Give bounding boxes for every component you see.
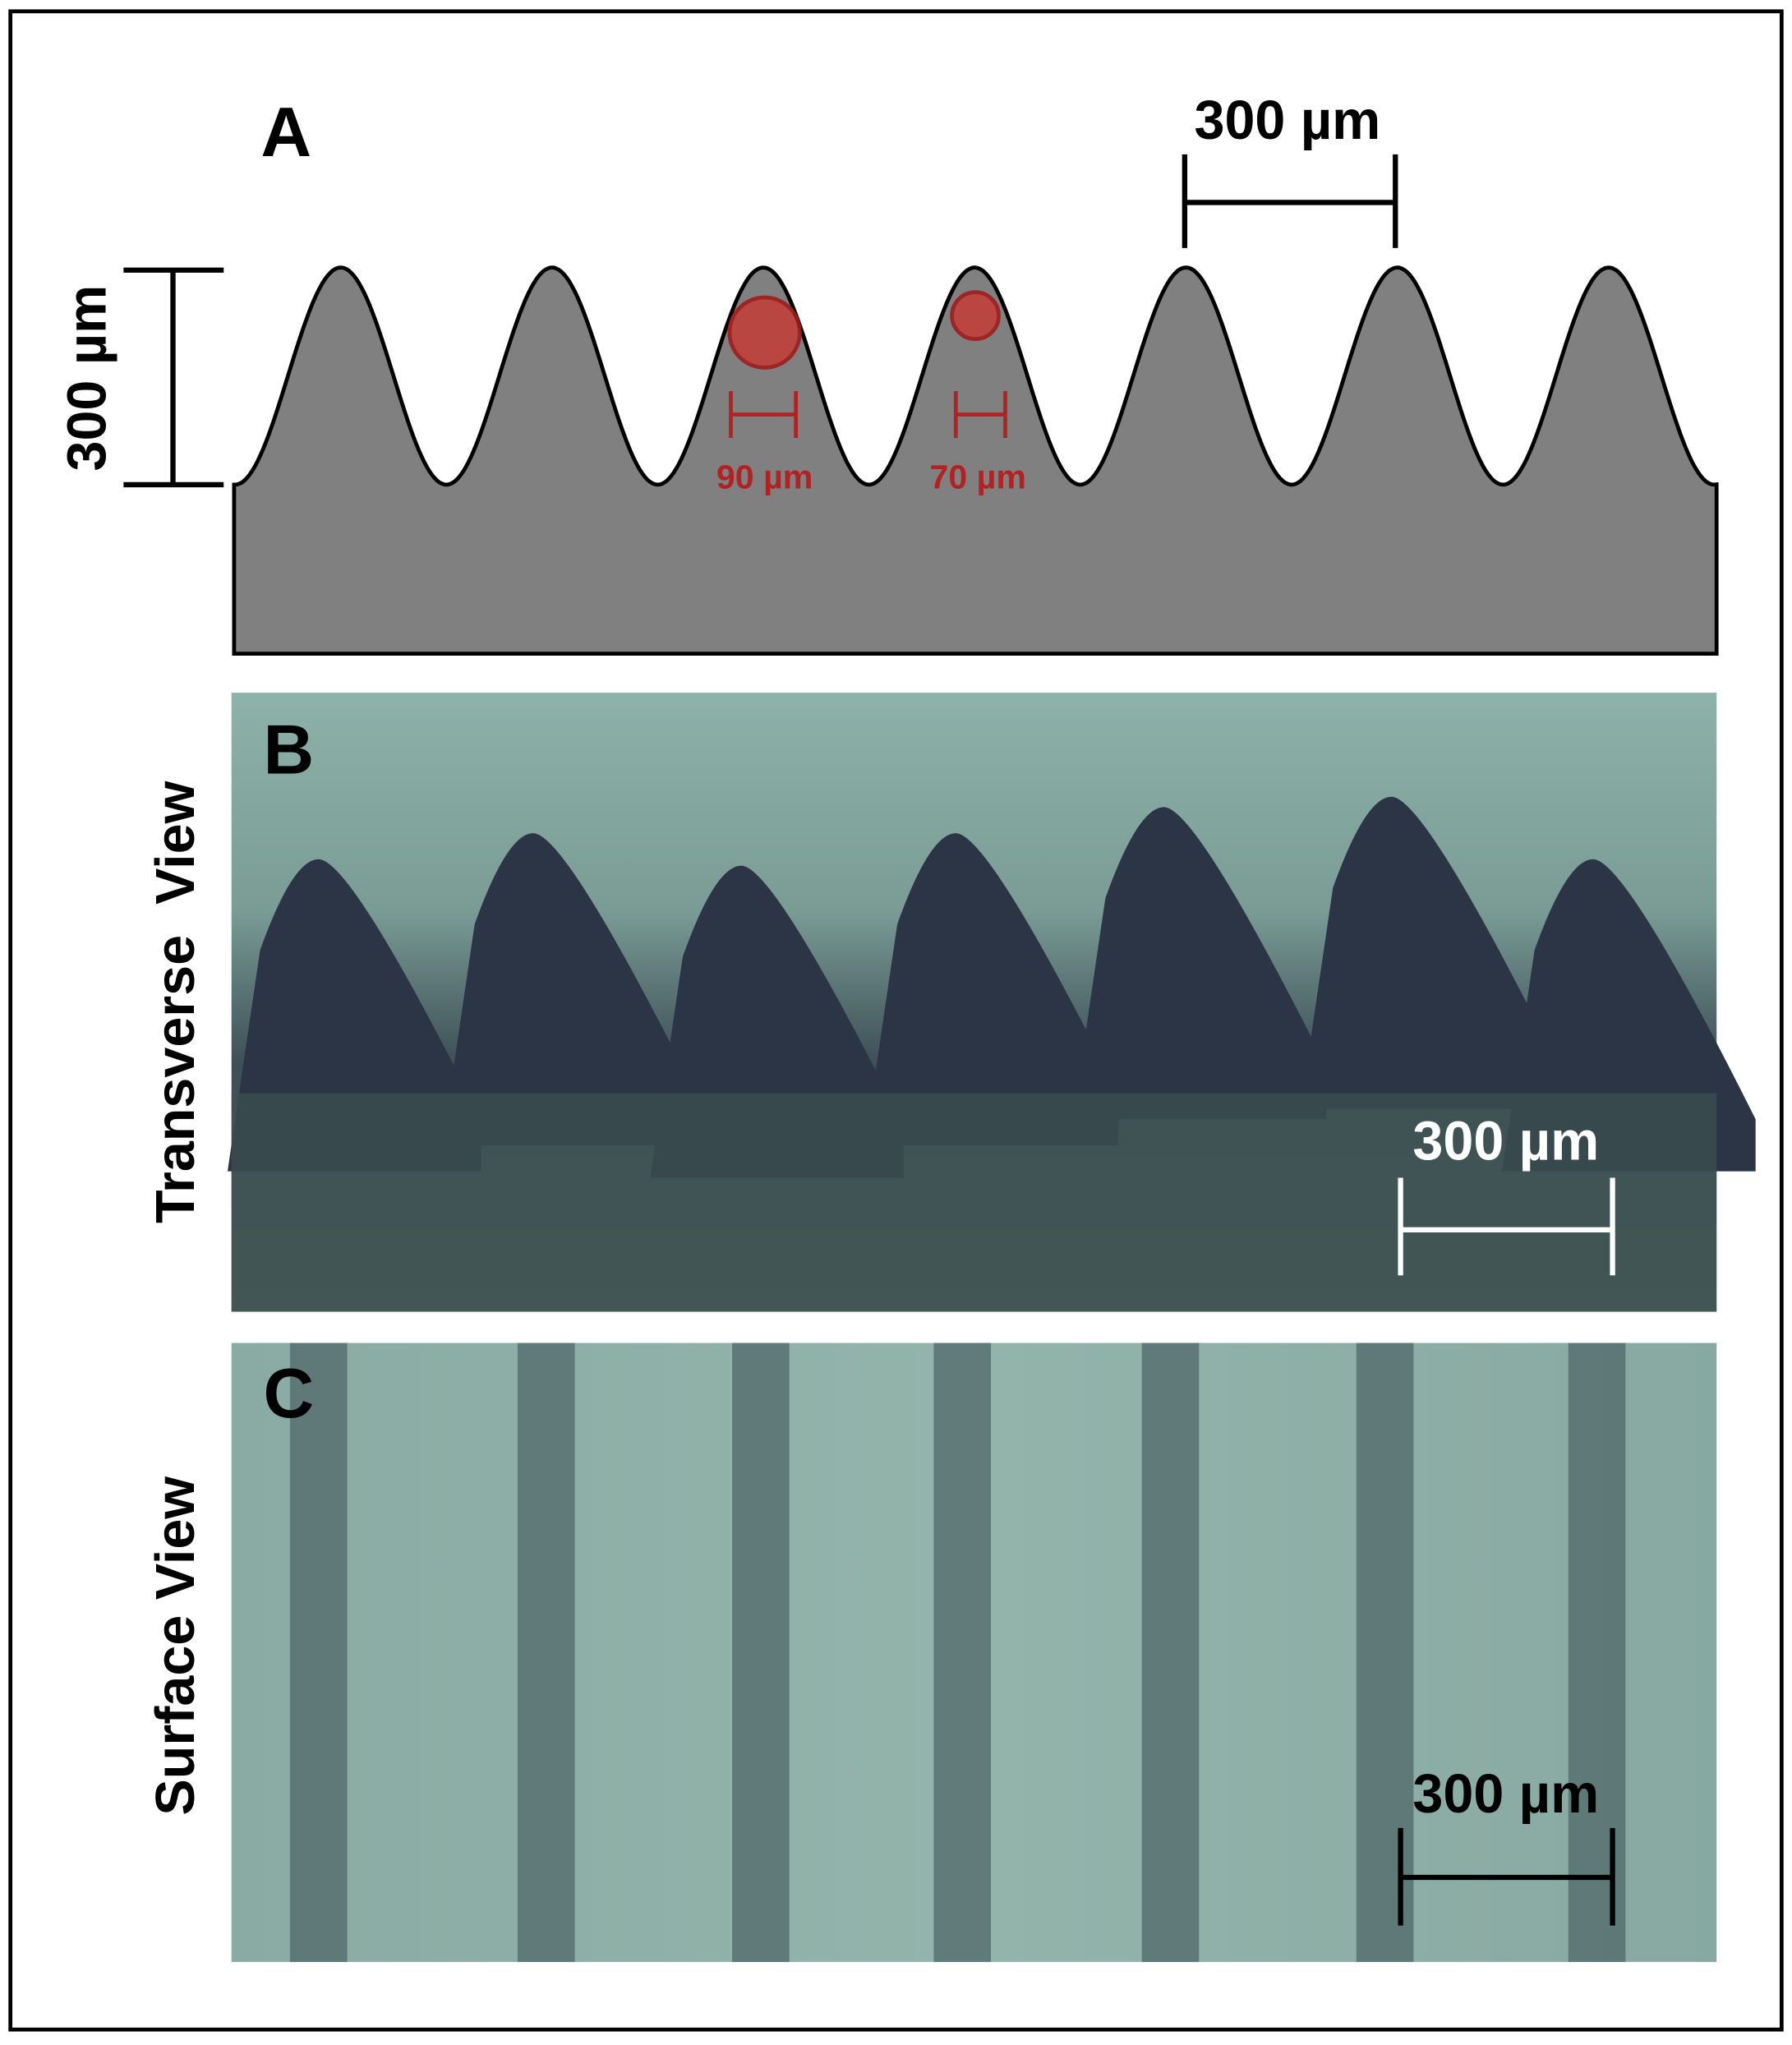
groove — [933, 1343, 992, 1962]
panel-b: 300 µm B Transverse View — [145, 693, 1756, 1312]
panel-label: B — [264, 712, 315, 790]
particle — [727, 295, 802, 370]
marker-label: 90 µm — [716, 458, 813, 495]
profile — [232, 265, 1719, 656]
marker-label: 70 µm — [929, 458, 1025, 495]
groove — [289, 1343, 348, 1962]
groove — [1356, 1343, 1414, 1962]
scale-label: 300 µm — [1412, 1112, 1599, 1172]
groove — [732, 1343, 790, 1962]
scale-bar — [1398, 1177, 1615, 1276]
tooth — [442, 833, 696, 1145]
groove — [1568, 1343, 1626, 1962]
substrate — [231, 1093, 1717, 1312]
tooth — [864, 833, 1119, 1145]
marker-bars — [729, 390, 1007, 438]
grooves — [289, 1343, 1626, 1962]
scale-label: 300 µm — [57, 285, 117, 472]
tooth — [1300, 796, 1555, 1109]
view-label: Surface View — [145, 1476, 206, 1816]
scale-label: 300 µm — [1412, 1764, 1599, 1825]
scale-label: 300 µm — [1195, 90, 1381, 151]
tooth — [1072, 807, 1327, 1120]
view-label: Transverse View — [145, 781, 206, 1223]
panel-a: 90 µm 70 µm 300 µm 300 µm A — [57, 90, 1719, 656]
scale-bar — [1398, 1827, 1615, 1926]
groove — [1141, 1343, 1200, 1962]
panel-label: C — [264, 1355, 315, 1433]
teeth — [227, 796, 1756, 1312]
panel-c: 300 µm C Surface View — [145, 1343, 1717, 1962]
particle — [950, 290, 1001, 342]
groove — [517, 1343, 575, 1962]
panel-label: A — [260, 94, 311, 172]
scale-bar — [123, 154, 1398, 488]
